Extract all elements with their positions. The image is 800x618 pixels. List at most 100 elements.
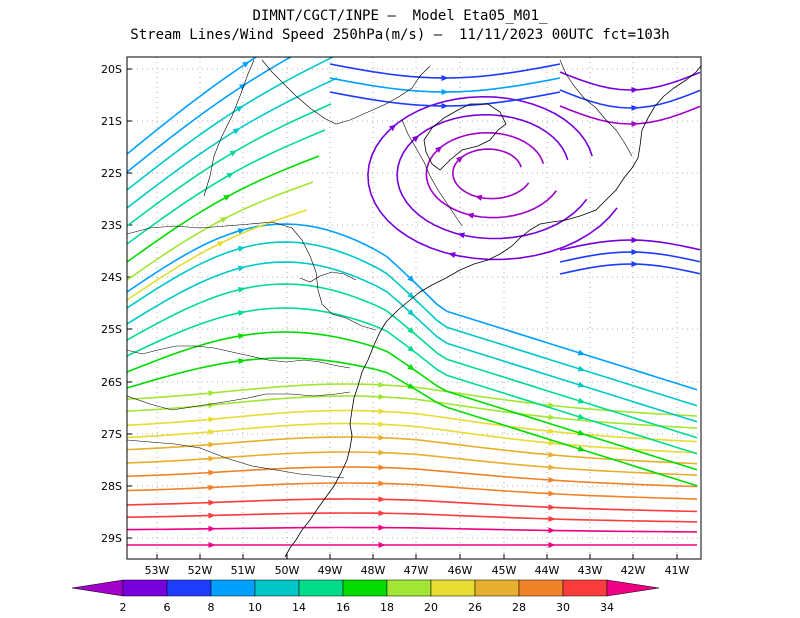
colorbar-swatch [342, 579, 388, 597]
streamline [559, 89, 701, 109]
stream-arrow [208, 441, 216, 448]
stream-arrow [577, 381, 586, 388]
streamline [127, 181, 314, 281]
stream-arrow [223, 194, 231, 201]
stream-arrow [631, 249, 639, 256]
latitude-label: 28S [101, 480, 122, 493]
colorbar-swatch [298, 579, 344, 597]
longitude-label: 45W [492, 564, 517, 577]
stream-arrow [237, 310, 246, 316]
streamline [367, 95, 618, 261]
stream-arrow [208, 416, 216, 423]
stream-arrow [548, 476, 556, 483]
longitude-label: 53W [145, 564, 170, 577]
longitude-label: 51W [231, 564, 256, 577]
stream-arrow [237, 246, 246, 252]
colorbar-label: 2 [120, 601, 127, 614]
stream-arrow [448, 252, 456, 258]
stream-arrow [577, 397, 586, 404]
stream-arrow [407, 309, 415, 317]
stream-arrow [232, 127, 241, 135]
streamline [127, 451, 698, 476]
streamline [127, 129, 326, 245]
streamline [559, 263, 701, 275]
longitude-label: 50W [275, 564, 300, 577]
stream-arrow [577, 365, 586, 372]
colorbar-swatch [122, 579, 168, 597]
streamline [127, 155, 320, 263]
colorbar-swatch [562, 579, 608, 597]
colorbar-swatch [474, 579, 520, 597]
stream-arrow [456, 155, 464, 163]
stream-arrow [388, 124, 397, 132]
stream-arrow [220, 217, 228, 223]
colorbar-label: 28 [512, 601, 526, 614]
streamline [559, 239, 701, 251]
stream-arrow [577, 349, 586, 356]
latitude-label: 22S [101, 167, 122, 180]
stream-arrow [548, 428, 556, 435]
colorbar-arrow-right [606, 579, 660, 597]
streamline [127, 77, 338, 209]
longitude-label: 46W [448, 564, 473, 577]
stream-arrow [407, 363, 415, 371]
stream-arrow [548, 402, 556, 409]
state-border [127, 439, 345, 479]
longitude-axis: 53W 52W 51W 50W 49W 48W 47W 46W 45W 44W 43W 42W 41W [145, 564, 690, 577]
stream-arrow [474, 194, 483, 201]
state-border [127, 221, 377, 331]
stream-arrow [412, 135, 420, 142]
streamline [127, 57, 258, 155]
stream-arrow [208, 542, 216, 548]
stream-arrow [237, 228, 246, 234]
latitude-axis: 20S 21S 22S 23S 24S 25S 26S 27S 28S 29S [101, 63, 122, 545]
stream-arrow [238, 358, 246, 365]
stream-arrow [631, 120, 639, 127]
stream-arrow [378, 480, 386, 487]
stream-arrow [238, 83, 247, 90]
streamline [127, 526, 698, 533]
stream-arrow [577, 429, 586, 436]
stream-arrow [631, 86, 639, 93]
colorbar-swatch [430, 579, 476, 597]
colorbar-label: 26 [468, 601, 482, 614]
stream-arrow [208, 402, 216, 409]
longitude-label: 48W [361, 564, 386, 577]
stream-arrow [441, 74, 449, 81]
state-border [401, 119, 463, 227]
stream-arrow [548, 439, 556, 446]
stream-arrow [441, 102, 449, 109]
streamline [559, 105, 701, 125]
stream-arrow [378, 464, 386, 471]
stream-arrow [208, 512, 216, 519]
coastline [284, 65, 701, 558]
plot-area: 20S 21S 22S 23S 24S 25S 26S 27S 28S 29S 53W 52W 51W… [101, 56, 702, 577]
stream-arrow [548, 542, 556, 548]
stream-arrow [378, 542, 386, 548]
stream-arrow [631, 237, 639, 244]
streamline [127, 103, 332, 227]
colorbar-arrow-left [71, 579, 124, 597]
longitude-label: 44W [535, 564, 560, 577]
streamline [127, 436, 698, 465]
stream-arrow [208, 455, 216, 462]
stream-arrow [407, 327, 415, 334]
streamline [127, 57, 335, 191]
colorbar-swatch [518, 579, 564, 597]
latitude-label: 25S [101, 323, 122, 336]
stream-arrow [208, 428, 216, 435]
stream-arrow [378, 510, 386, 517]
colorbar-label: 18 [380, 601, 394, 614]
stream-arrow [435, 146, 443, 153]
state-border [299, 271, 357, 283]
colorbar-label: 34 [600, 601, 614, 614]
stream-arrow [378, 496, 386, 503]
stream-arrow [466, 212, 475, 219]
longitude-label: 41W [665, 564, 690, 577]
streamline [127, 512, 698, 523]
state-border [261, 59, 431, 125]
streamline [452, 148, 530, 200]
stream-arrow [378, 434, 386, 441]
stream-arrow [242, 61, 250, 68]
colorbar-label: 16 [336, 601, 350, 614]
